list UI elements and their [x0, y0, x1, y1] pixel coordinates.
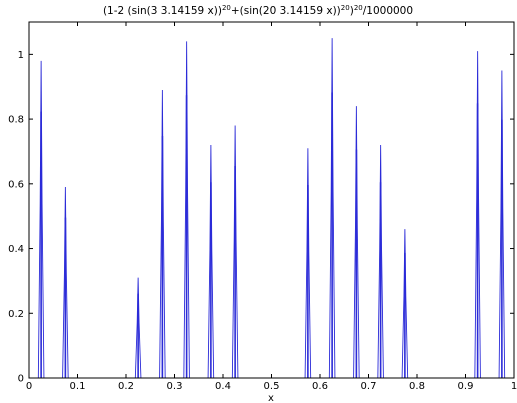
x-tick-label: 0.3	[167, 381, 183, 392]
title-exp2: 20	[341, 4, 350, 12]
y-tick-label: 0	[18, 374, 24, 385]
title-mid: +(sin(20 3.14159 x))	[231, 5, 341, 17]
title-exp3: 20	[354, 4, 363, 12]
x-tick-label: 0.1	[70, 381, 86, 392]
y-tick-label: 0.2	[8, 309, 24, 320]
x-axis-label: x	[268, 393, 274, 403]
title-close: )	[350, 5, 354, 17]
x-tick-label: 0.2	[118, 381, 134, 392]
plot-area	[29, 22, 514, 378]
x-tick-label: 0	[26, 381, 32, 392]
x-tick-label: 0.6	[312, 381, 328, 392]
x-tick-label: 0.7	[361, 381, 377, 392]
x-tick-label: 0.5	[264, 381, 280, 392]
chart-title: (1-2 (sin(3 3.14159 x))20+(sin(20 3.1415…	[103, 4, 413, 17]
y-tick-label: 1	[18, 50, 24, 61]
x-ticks: 0 0.1 0.2 0.3 0.4 0.5 0.6 0.7 0.8 0.9 1	[26, 22, 517, 392]
x-tick-label: 0.9	[458, 381, 474, 392]
series-group	[29, 38, 514, 379]
title-exp1: 20	[222, 4, 231, 12]
y-tick-label: 0.4	[8, 244, 24, 255]
title-tail: /1000000	[363, 5, 413, 17]
title-base: (1-2 (sin(3 3.14159 x))	[103, 5, 222, 17]
x-tick-label: 0.8	[409, 381, 425, 392]
y-ticks: 0 0.2 0.4 0.6 0.8 1	[8, 50, 514, 385]
x-tick-label: 1	[511, 381, 517, 392]
y-tick-label: 0.8	[8, 115, 24, 126]
x-tick-label: 0.4	[215, 381, 231, 392]
y-tick-label: 0.6	[8, 179, 24, 190]
